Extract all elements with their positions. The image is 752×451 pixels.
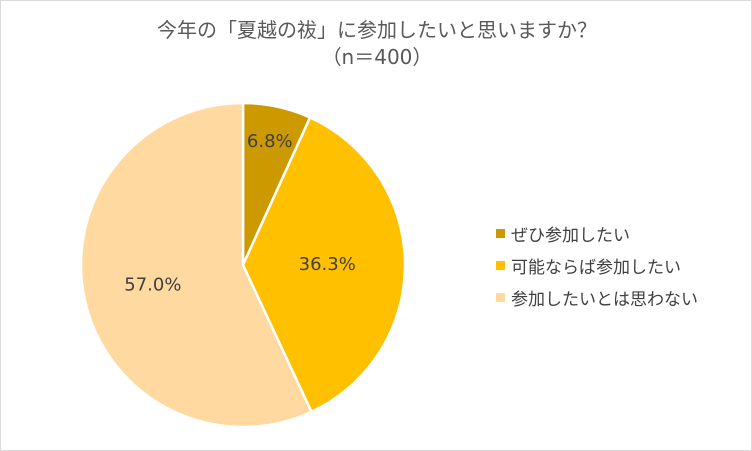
- legend-item-2: 可能ならば参加したい: [496, 249, 698, 281]
- pie-slices: [79, 101, 407, 429]
- chart-subtitle: （n＝400）: [321, 45, 433, 69]
- legend-swatch-3: [496, 292, 505, 302]
- legend-item-3: 参加したいとは思わない: [496, 281, 698, 313]
- pie-slice-3: [79, 101, 313, 429]
- pie-data-labels: 6.8% 36.3% 57.0%: [124, 131, 356, 295]
- legend-label-3: 参加したいとは思わない: [511, 289, 698, 310]
- chart-title-block: 今年の「夏越の祓」に参加したいと思いますか？ （n＝400）: [1, 17, 752, 71]
- data-label-3: 57.0%: [124, 274, 181, 295]
- chart-title: 今年の「夏越の祓」に参加したいと思いますか？: [157, 18, 597, 42]
- legend-label-1: ぜひ参加したい: [511, 225, 630, 246]
- legend-swatch-1: [496, 228, 505, 238]
- data-label-1: 6.8%: [247, 131, 293, 152]
- pie-slice-2: [241, 116, 407, 414]
- legend: ぜひ参加したい可能ならば参加したい 参加したいとは思わない: [496, 217, 698, 313]
- legend-item-1: ぜひ参加したい: [496, 217, 698, 249]
- legend-swatch-2: [496, 260, 505, 270]
- data-label-2: 36.3%: [299, 254, 356, 275]
- legend-label-2: 可能ならば参加したい: [511, 257, 681, 278]
